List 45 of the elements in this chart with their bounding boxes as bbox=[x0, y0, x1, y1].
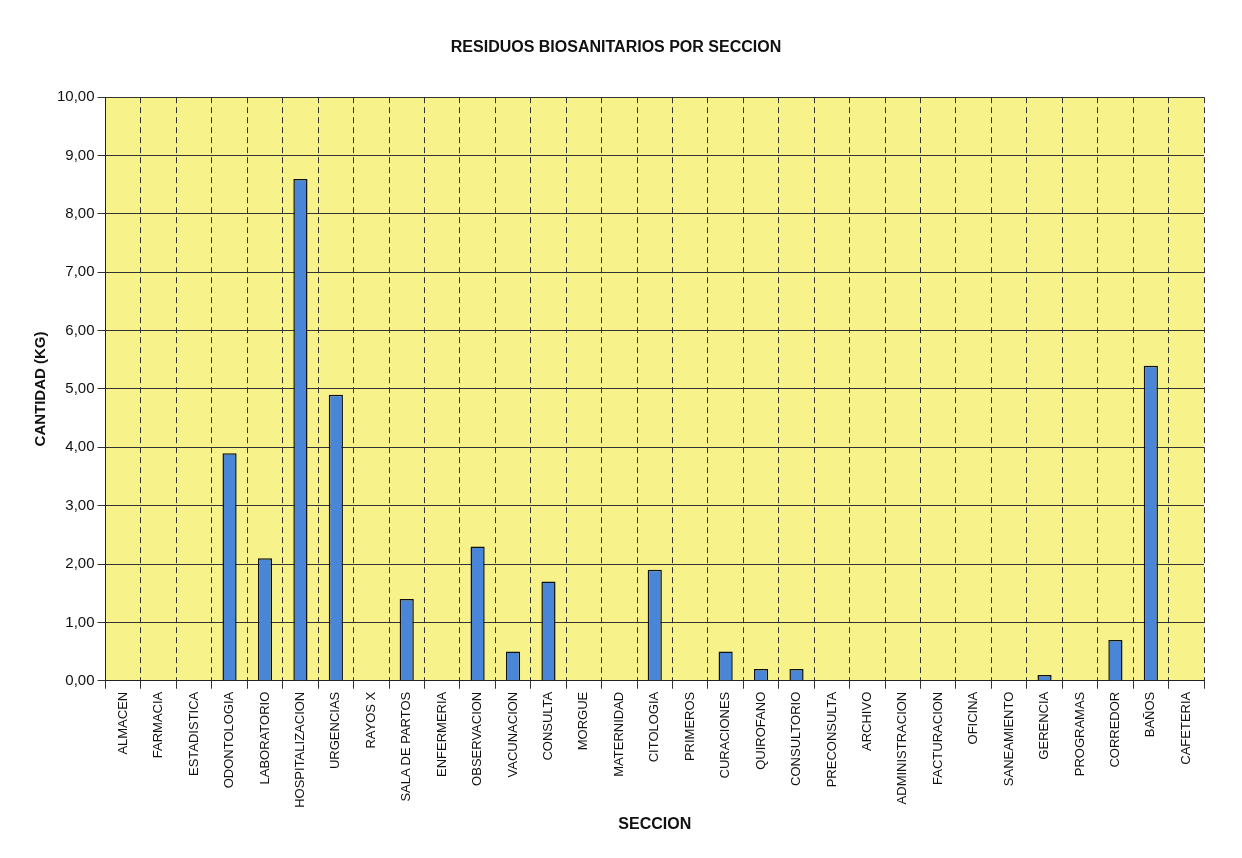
y-tick-label: 9,00 bbox=[65, 145, 95, 163]
x-tick-label: SALA DE PARTOS bbox=[398, 691, 414, 802]
x-tick-label: CITOLOGIA bbox=[646, 691, 662, 763]
y-axis-title: CANTIDAD (KG) bbox=[31, 331, 49, 447]
x-tick-label: ALMACEN bbox=[114, 691, 130, 755]
x-tick-label: ADMINISTRACION bbox=[894, 691, 910, 805]
x-tick-label: OFICINA bbox=[965, 691, 981, 745]
x-tick-label: RAYOS X bbox=[362, 691, 378, 749]
y-tick-label: 1,00 bbox=[65, 612, 95, 630]
y-tick-label: 2,00 bbox=[65, 554, 95, 572]
x-tick-label: VACUNACION bbox=[504, 691, 520, 778]
x-tick-label: CORREDOR bbox=[1106, 691, 1122, 768]
x-tick-label: PRECONSULTA bbox=[823, 691, 839, 788]
x-tick-label: PRIMEROS bbox=[681, 691, 697, 762]
x-tick-label: MORGUE bbox=[575, 691, 591, 751]
chart-title: RESIDUOS BIOSANITARIOS POR SECCION bbox=[450, 38, 782, 56]
x-tick-label: CONSULTA bbox=[540, 691, 556, 761]
x-tick-label: LABORATORIO bbox=[256, 691, 272, 785]
x-tick-label: ARCHIVO bbox=[858, 691, 874, 751]
y-tick-label: 10,00 bbox=[56, 87, 95, 105]
x-tick-label: BAÑOS bbox=[1142, 691, 1158, 738]
x-tick-label: FACTURACION bbox=[929, 691, 945, 785]
x-tick-label: MATERNIDAD bbox=[610, 691, 626, 777]
x-tick-label: URGENCIAS bbox=[327, 691, 343, 770]
x-tick-label: ESTADISTICA bbox=[185, 691, 201, 777]
x-tick-label: ENFERMERIA bbox=[433, 691, 449, 777]
y-tick-label: 5,00 bbox=[65, 379, 95, 397]
x-tick-label: SANEAMIENTO bbox=[1000, 691, 1016, 787]
x-tick-label: CONSULTORIO bbox=[788, 691, 804, 786]
y-tick-label: 6,00 bbox=[65, 320, 95, 338]
x-tick-label: PROGRAMAS bbox=[1071, 691, 1087, 777]
x-tick-label: QUIROFANO bbox=[752, 691, 768, 770]
x-tick-label: ODONTOLOGIA bbox=[221, 691, 237, 789]
x-tick-label: OBSERVACION bbox=[469, 691, 485, 786]
y-tick-label: 4,00 bbox=[65, 437, 95, 455]
y-tick-label: 0,00 bbox=[65, 670, 95, 688]
x-tick-label: GERENCIA bbox=[1036, 691, 1052, 760]
y-tick-label: 8,00 bbox=[65, 204, 95, 222]
x-axis-title: SECCION bbox=[618, 814, 692, 832]
x-tick-label: CURACIONES bbox=[717, 691, 733, 779]
x-tick-label: FARMACIA bbox=[150, 691, 166, 759]
x-tick-label: CAFETERIA bbox=[1177, 691, 1193, 765]
y-tick-label: 7,00 bbox=[65, 262, 95, 280]
x-tick-label: HOSPITALIZACION bbox=[292, 691, 307, 808]
y-tick-label: 3,00 bbox=[65, 495, 95, 513]
